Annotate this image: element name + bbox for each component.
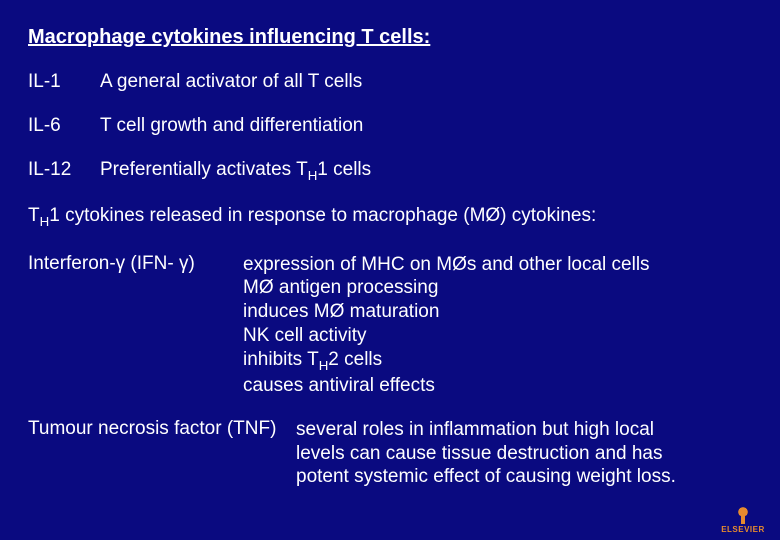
heading-th1-cytokines: TH1 cytokines released in response to ma… — [28, 205, 752, 229]
label-ifn: Interferon-γ (IFN- γ) — [28, 253, 243, 275]
label-il6: IL-6 — [28, 115, 100, 137]
label-il1: IL-1 — [28, 71, 100, 93]
desc-il12: Preferentially activates TH1 cells — [100, 159, 752, 183]
row-il12: IL-12 Preferentially activates TH1 cells — [28, 159, 752, 183]
label-tnf: Tumour necrosis factor (TNF) — [28, 418, 296, 440]
desc-tnf: several roles in inflammation but high l… — [296, 418, 752, 489]
row-il6: IL-6 T cell growth and differentiation — [28, 115, 752, 137]
tree-icon — [730, 506, 756, 524]
elsevier-logo: ELSEVIER — [714, 500, 772, 534]
desc-il1: A general activator of all T cells — [100, 71, 752, 93]
desc-il6: T cell growth and differentiation — [100, 115, 752, 137]
row-tnf: Tumour necrosis factor (TNF) several rol… — [28, 418, 752, 489]
row-il1: IL-1 A general activator of all T cells — [28, 71, 752, 93]
label-il12: IL-12 — [28, 159, 100, 183]
logo-text: ELSEVIER — [721, 525, 765, 534]
heading-macrophage-cytokines: Macrophage cytokines influencing T cells… — [28, 26, 752, 49]
desc-ifn: expression of MHC on MØs and other local… — [243, 253, 752, 398]
row-ifn: Interferon-γ (IFN- γ) expression of MHC … — [28, 253, 752, 398]
slide-container: Macrophage cytokines influencing T cells… — [0, 0, 780, 540]
